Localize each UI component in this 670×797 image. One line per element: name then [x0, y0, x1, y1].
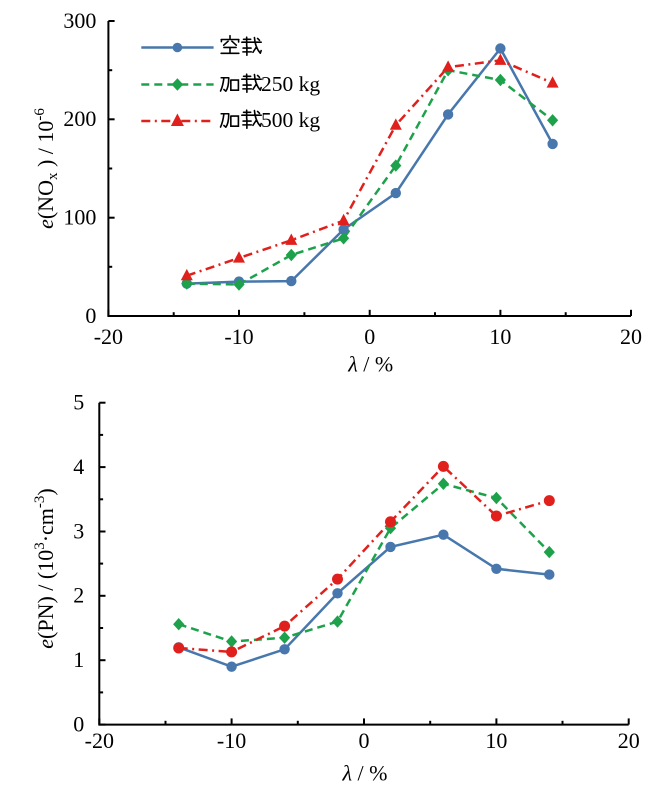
svg-text:10: 10 [485, 728, 507, 753]
svg-text:-10: -10 [217, 728, 246, 753]
svg-text:100: 100 [63, 205, 96, 230]
svg-text:-20: -20 [85, 728, 114, 753]
svg-text:-10: -10 [224, 324, 253, 349]
svg-text:3: 3 [73, 518, 84, 543]
svg-text:1: 1 [73, 647, 84, 672]
svg-text:-20: -20 [94, 324, 123, 349]
svg-text:10: 10 [489, 324, 511, 349]
svg-text:2: 2 [73, 583, 84, 608]
svg-text:500 kg: 500 kg [261, 108, 320, 132]
svg-text:20: 20 [620, 324, 642, 349]
svg-text:λ / %: λ / % [342, 761, 388, 786]
svg-text:0: 0 [359, 728, 370, 753]
svg-text:20: 20 [618, 728, 640, 753]
svg-text:200: 200 [63, 106, 96, 131]
svg-text:e(NOx ) / 10-6: e(NOx ) / 10-6 [32, 108, 61, 229]
svg-text:0: 0 [364, 324, 375, 349]
svg-text:e(PN) / (103·cm-3): e(PN) / (103·cm-3) [32, 488, 58, 649]
svg-text:0: 0 [73, 711, 84, 736]
svg-text:λ / %: λ / % [347, 352, 393, 377]
svg-text:0: 0 [85, 303, 96, 328]
svg-text:300: 300 [63, 8, 96, 33]
svg-text:250 kg: 250 kg [261, 72, 320, 96]
svg-text:4: 4 [73, 454, 84, 479]
svg-text:5: 5 [73, 390, 84, 415]
